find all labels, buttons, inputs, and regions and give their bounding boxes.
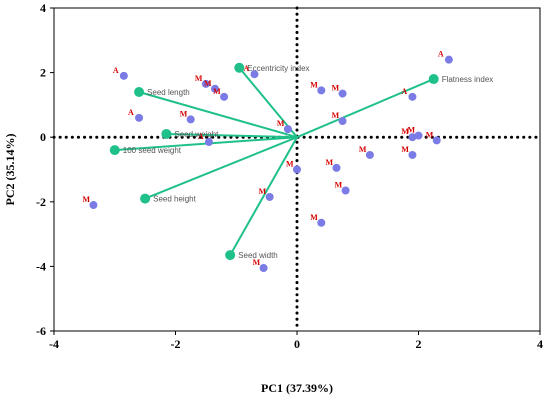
loading-label: Seed width <box>238 251 278 260</box>
x-tick-label: -2 <box>171 337 181 351</box>
point-group-label: M <box>426 130 434 139</box>
point-group-label: M <box>408 126 416 135</box>
loading-marker <box>140 193 151 204</box>
point-group-label: M <box>359 145 367 154</box>
point-group-label: M <box>204 79 212 88</box>
score-point <box>210 84 219 93</box>
point-group-label: A <box>243 64 249 73</box>
loading-vector <box>138 91 298 139</box>
point-group-label: A <box>438 50 444 59</box>
score-point <box>204 138 213 147</box>
score-point <box>220 92 229 101</box>
loading-marker <box>225 250 236 261</box>
point-group-label: M <box>259 187 267 196</box>
point-group-label: A <box>198 132 204 141</box>
loading-marker <box>109 145 120 156</box>
loading-label: Eccentricity index <box>247 64 309 73</box>
score-point <box>250 70 259 79</box>
point-group-label: M <box>82 195 90 204</box>
score-point <box>408 92 417 101</box>
score-point <box>338 117 347 126</box>
point-group-label: M <box>286 160 294 169</box>
score-point <box>444 55 453 64</box>
x-tick-label: 4 <box>537 337 543 351</box>
score-point <box>201 79 210 88</box>
y-tick-label: -4 <box>36 259 46 273</box>
point-group-label: M <box>401 127 409 136</box>
point-group-label: M <box>195 74 203 83</box>
score-point <box>89 201 98 210</box>
point-group-label: M <box>332 84 340 93</box>
y-tick-label: 0 <box>40 130 46 144</box>
point-group-label: M <box>310 80 318 89</box>
x-tick-label: 2 <box>416 337 422 351</box>
loading-label: Seed length <box>147 88 190 97</box>
score-point <box>259 264 268 273</box>
score-point <box>414 131 423 140</box>
score-point <box>186 115 195 124</box>
x-axis-title: PC1 (37.39%) <box>261 381 333 395</box>
loading-vector <box>166 132 298 139</box>
point-group-label: M <box>213 87 221 96</box>
score-point <box>317 86 326 95</box>
y-tick-label: -6 <box>36 324 46 338</box>
score-point <box>283 125 292 134</box>
score-point <box>341 186 350 195</box>
x-tick-label: -4 <box>49 337 59 351</box>
score-point <box>365 150 374 159</box>
x-tick-label: 0 <box>294 337 300 351</box>
point-group-label: M <box>332 111 340 120</box>
loading-vector <box>229 136 298 256</box>
loading-label: Seed weight <box>174 130 219 139</box>
loading-marker <box>134 86 145 97</box>
score-point <box>408 150 417 159</box>
loadings-layer: Eccentricity index Flatness index Seed len… <box>109 62 494 261</box>
score-point <box>317 218 326 227</box>
point-group-label: A <box>113 66 119 75</box>
score-point <box>408 133 417 142</box>
point-group-label: A <box>401 87 407 96</box>
point-group-label: M <box>180 109 188 118</box>
loading-vector <box>144 136 298 200</box>
score-point <box>332 163 341 172</box>
loading-label: Flatness index <box>442 75 494 84</box>
point-group-label: A <box>128 108 134 117</box>
score-point <box>135 113 144 122</box>
point-group-label: M <box>253 258 261 267</box>
score-point <box>265 192 274 201</box>
point-group-label: M <box>277 119 285 128</box>
point-group-label: M <box>325 158 333 167</box>
point-group-label: M <box>401 145 409 154</box>
loading-marker <box>161 128 172 139</box>
score-point <box>293 165 301 174</box>
score-point <box>119 71 128 80</box>
loading-vector <box>296 78 435 139</box>
y-tick-label: 4 <box>40 1 46 15</box>
y-tick-label: -2 <box>36 195 46 209</box>
y-tick-label: 2 <box>40 66 46 80</box>
loading-marker <box>234 62 245 73</box>
loading-label: Seed height <box>153 195 196 204</box>
score-point <box>338 89 347 98</box>
loading-marker <box>428 74 439 85</box>
y-axis-title: PC2 (35.14%) <box>3 134 17 206</box>
score-point <box>432 136 441 145</box>
point-group-label: M <box>335 180 343 189</box>
loading-label: 100 seed weight <box>123 146 182 155</box>
point-group-label: M <box>310 213 318 222</box>
